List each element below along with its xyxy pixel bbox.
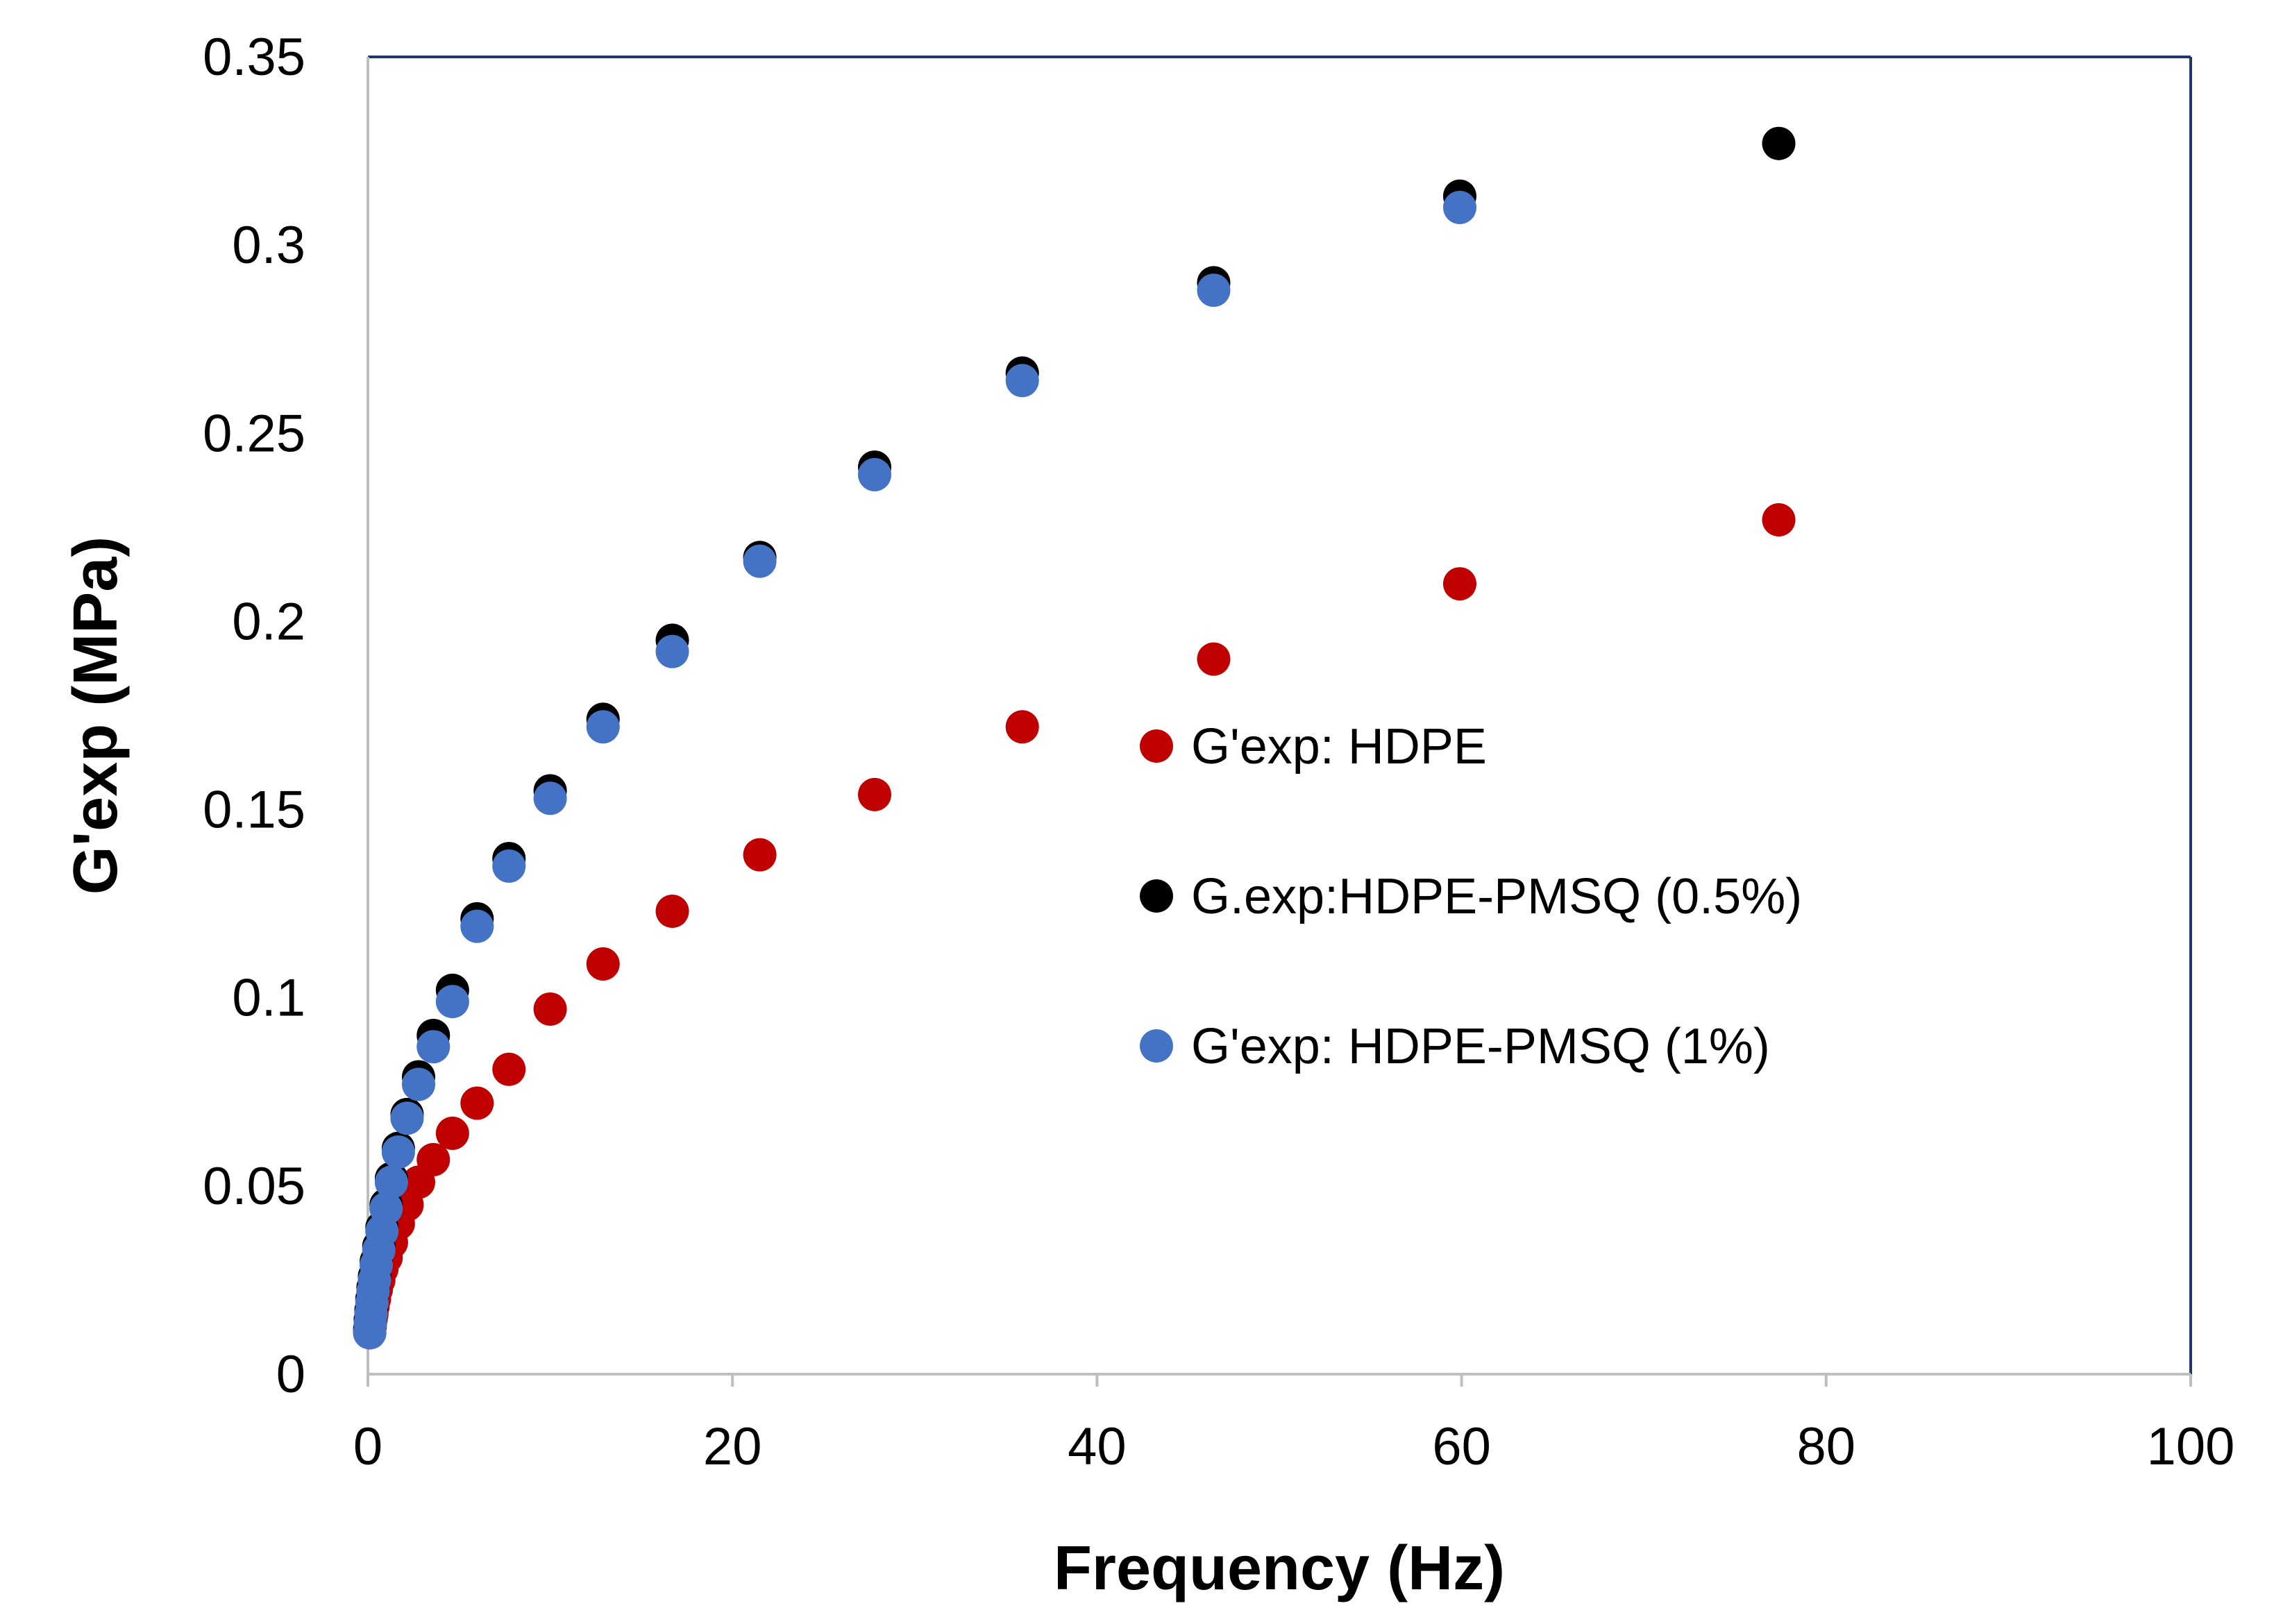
y-tick-label: 0.1 xyxy=(232,969,305,1028)
x-tick-label: 80 xyxy=(1797,1417,1856,1476)
y-tick-label: 0.05 xyxy=(203,1157,305,1216)
x-tick-label: 100 xyxy=(2147,1417,2235,1476)
y-axis-title: G'exp (MPa) xyxy=(61,536,130,895)
data-point-hdpe xyxy=(1197,642,1231,676)
data-point-hdpe xyxy=(460,1086,494,1120)
data-point-hdpe-pmsq-1 xyxy=(1197,273,1231,307)
data-point-hdpe-pmsq-1 xyxy=(1442,190,1476,224)
data-point-hdpe-pmsq-1 xyxy=(460,909,494,943)
legend-label-hdpe-pmsq-0-5: G.exp:HDPE-PMSQ (0.5%) xyxy=(1191,869,1802,924)
data-point-hdpe-pmsq-1 xyxy=(492,849,526,883)
legend-marker-hdpe-pmsq-0-5 xyxy=(1140,879,1173,913)
legend-marker-hdpe xyxy=(1140,729,1173,763)
data-point-hdpe xyxy=(492,1052,526,1086)
y-axis-ticks: 0 0.05 0.1 0.15 0.2 0.25 0.3 0.35 xyxy=(203,28,305,1404)
legend-label-hdpe: G'exp: HDPE xyxy=(1191,719,1487,775)
data-point-hdpe-pmsq-0-5 xyxy=(1762,126,1796,160)
legend: G'exp: HDPE G.exp:HDPE-PMSQ (0.5%) G'exp… xyxy=(1140,719,1802,1074)
data-point-hdpe xyxy=(1762,503,1796,537)
data-point-hdpe-pmsq-1 xyxy=(655,634,689,668)
data-point-hdpe xyxy=(416,1142,450,1176)
data-point-hdpe-pmsq-1 xyxy=(374,1165,408,1199)
data-point-hdpe xyxy=(858,777,892,811)
data-point-hdpe xyxy=(435,1116,469,1150)
data-point-hdpe xyxy=(586,947,620,981)
y-tick-label: 0.35 xyxy=(203,28,305,87)
y-tick-label: 0.25 xyxy=(203,404,305,463)
data-point-hdpe xyxy=(655,894,689,928)
data-point-hdpe xyxy=(533,992,567,1026)
y-tick-label: 0.15 xyxy=(203,781,305,840)
x-tick-label: 60 xyxy=(1432,1417,1491,1476)
data-point-hdpe xyxy=(1005,710,1039,744)
legend-marker-hdpe-pmsq-1 xyxy=(1140,1029,1173,1063)
data-point-hdpe-pmsq-1 xyxy=(586,710,620,744)
y-tick-label: 0.3 xyxy=(232,216,305,275)
data-point-hdpe-pmsq-1 xyxy=(381,1135,415,1169)
x-tick-label: 40 xyxy=(1068,1417,1127,1476)
series-hdpe-pmsq-1 xyxy=(353,190,1476,1350)
data-point-hdpe xyxy=(743,838,777,872)
legend-label-hdpe-pmsq-1: G'exp: HDPE-PMSQ (1%) xyxy=(1191,1019,1770,1074)
x-tick-label: 20 xyxy=(703,1417,762,1476)
data-point-hdpe-pmsq-1 xyxy=(743,544,777,578)
data-point-hdpe-pmsq-1 xyxy=(435,985,469,1019)
data-point-hdpe-pmsq-1 xyxy=(402,1067,436,1101)
data-point-hdpe-pmsq-1 xyxy=(1005,364,1039,398)
data-points xyxy=(353,126,1796,1350)
data-point-hdpe xyxy=(1442,567,1476,601)
x-axis-title: Frequency (Hz) xyxy=(1054,1534,1505,1603)
data-point-hdpe-pmsq-1 xyxy=(390,1101,424,1135)
plot-frame xyxy=(367,56,2192,1376)
data-point-hdpe-pmsq-1 xyxy=(858,457,892,491)
data-point-hdpe-pmsq-1 xyxy=(533,781,567,815)
data-point-hdpe-pmsq-1 xyxy=(416,1030,450,1064)
x-tick-label: 0 xyxy=(353,1417,382,1476)
data-point-hdpe-pmsq-1 xyxy=(369,1192,403,1226)
y-tick-label: 0.2 xyxy=(232,592,305,651)
x-axis-ticks: 0 20 40 60 80 100 xyxy=(353,1374,2235,1476)
y-tick-label: 0 xyxy=(276,1345,305,1404)
